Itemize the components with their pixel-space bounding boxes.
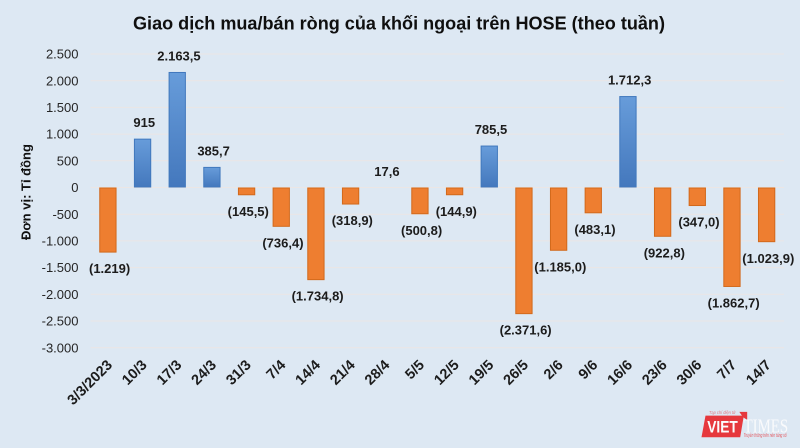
svg-text:2.500: 2.500 bbox=[46, 47, 79, 62]
svg-text:915: 915 bbox=[133, 115, 155, 130]
svg-text:385,7: 385,7 bbox=[197, 143, 230, 158]
svg-text:500: 500 bbox=[57, 153, 79, 168]
svg-text:Tạp chí điện tử: Tạp chí điện tử bbox=[709, 410, 737, 415]
svg-text:(1.185,0): (1.185,0) bbox=[534, 259, 586, 274]
svg-text:(145,5): (145,5) bbox=[228, 204, 269, 219]
svg-text:2.163,5: 2.163,5 bbox=[157, 48, 200, 63]
svg-text:-3.000: -3.000 bbox=[42, 340, 79, 355]
svg-text:(1.734,8): (1.734,8) bbox=[292, 289, 344, 304]
svg-text:2.000: 2.000 bbox=[46, 73, 79, 88]
svg-text:-500: -500 bbox=[52, 207, 78, 222]
svg-text:-2.500: -2.500 bbox=[42, 314, 79, 329]
svg-text:(922,8): (922,8) bbox=[644, 245, 685, 260]
svg-text:1.000: 1.000 bbox=[46, 127, 79, 142]
svg-text:1.500: 1.500 bbox=[46, 100, 79, 115]
svg-text:Giao dịch mua/bán ròng của khố: Giao dịch mua/bán ròng của khối ngoại tr… bbox=[133, 13, 665, 34]
svg-text:-2.000: -2.000 bbox=[42, 287, 79, 302]
svg-text:1.712,3: 1.712,3 bbox=[608, 73, 651, 88]
svg-text:785,5: 785,5 bbox=[475, 122, 508, 137]
svg-text:(347,0): (347,0) bbox=[678, 215, 719, 230]
svg-text:(736,4): (736,4) bbox=[262, 235, 303, 250]
svg-text:(1.219): (1.219) bbox=[89, 261, 130, 276]
svg-text:(1.862,7): (1.862,7) bbox=[708, 296, 760, 311]
svg-text:0: 0 bbox=[71, 180, 78, 195]
svg-text:(500,8): (500,8) bbox=[401, 223, 442, 238]
svg-text:Đơn vị: Tỉ đồng: Đơn vị: Tỉ đồng bbox=[19, 144, 34, 240]
svg-text:(2.371,6): (2.371,6) bbox=[500, 323, 552, 338]
svg-text:(318,9): (318,9) bbox=[332, 213, 373, 228]
svg-text:(483,1): (483,1) bbox=[574, 222, 615, 237]
svg-text:-1.000: -1.000 bbox=[42, 234, 79, 249]
svg-text:(1.023,9): (1.023,9) bbox=[742, 251, 794, 266]
svg-text:Truyền thông trên nền tảng số: Truyền thông trên nền tảng số bbox=[744, 432, 788, 439]
svg-text:VIET: VIET bbox=[707, 418, 738, 437]
svg-text:17,6: 17,6 bbox=[374, 164, 399, 179]
svg-text:-1.500: -1.500 bbox=[42, 260, 79, 275]
svg-text:(144,9): (144,9) bbox=[436, 204, 477, 219]
svg-text:TIMES: TIMES bbox=[744, 417, 789, 438]
